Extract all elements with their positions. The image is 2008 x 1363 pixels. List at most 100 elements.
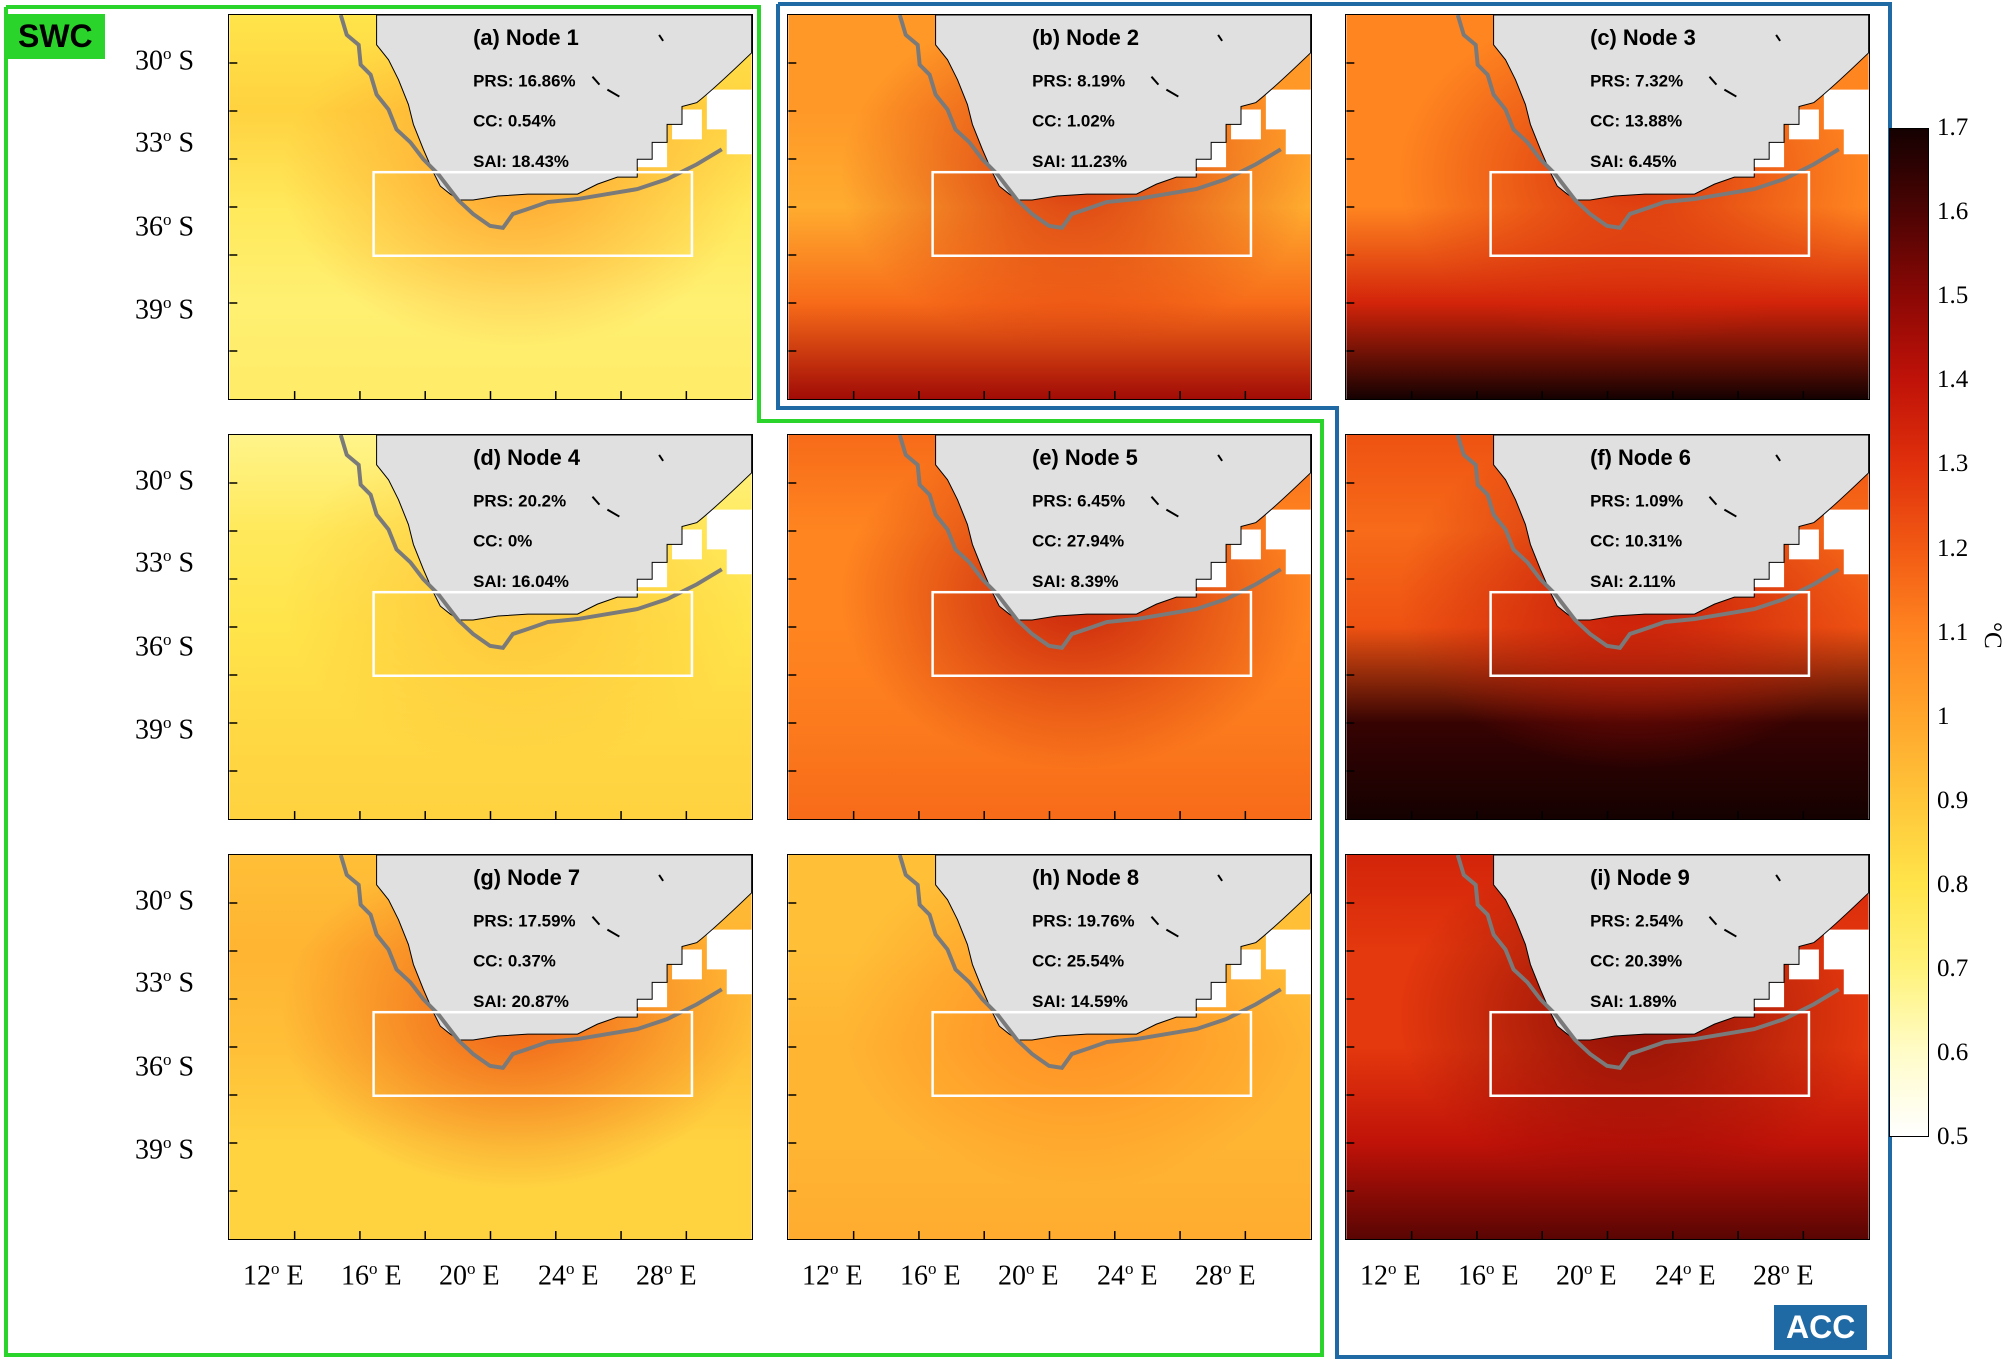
land-mass: [935, 855, 1311, 1041]
island-mark: [1708, 496, 1718, 506]
prs-value: PRS: 1.09%: [1590, 492, 1683, 511]
masked-grid-cell: [726, 544, 752, 575]
panel-title: (b) Node 2: [1032, 25, 1139, 50]
map-panel-g: (g) Node 7 PRS: 17.59% CC: 0.37% SAI: 20.87…: [228, 854, 753, 1240]
colorbar-tick-label: 0.5: [1937, 1123, 1969, 1151]
masked-grid-cell: [1823, 929, 1869, 970]
study-area-box: [931, 590, 1253, 677]
colorbar-tick-label: 0.9: [1937, 786, 1969, 814]
island-mark: [1165, 928, 1179, 938]
sai-value: SAI: 16.04%: [473, 572, 569, 591]
colorbar-tick-label: 1.7: [1937, 114, 1969, 141]
island-mark: [1775, 454, 1781, 462]
cc-value: CC: 0.54%: [473, 111, 556, 130]
map-panel-f: (f) Node 6 PRS: 1.09% CC: 10.31% SAI: 2.11%: [1345, 434, 1870, 820]
masked-grid-cell: [1823, 89, 1869, 130]
island-mark: [1723, 508, 1737, 518]
longitude-label: 24o E: [1655, 1259, 1716, 1292]
latitude-label: 36o S: [135, 1050, 195, 1083]
cc-value: CC: 25.54%: [1032, 951, 1124, 970]
island-mark: [1775, 874, 1781, 882]
shelf-edge-contour: [897, 855, 1282, 1071]
latitude-label: 33o S: [135, 126, 195, 159]
masked-grid-cell: [1843, 964, 1869, 995]
cc-value: CC: 0%: [473, 531, 532, 550]
island-mark: [658, 874, 664, 882]
land-mass: [935, 15, 1311, 201]
longitude-label: 16o E: [1458, 1259, 1519, 1292]
swc-label: SWC: [6, 14, 105, 59]
island-mark: [1775, 34, 1781, 42]
swc-outline: [4, 5, 1324, 1357]
map-panel-b: (b) Node 2 PRS: 8.19% CC: 1.02% SAI: 11.23%: [787, 14, 1312, 400]
land-mass: [376, 435, 752, 621]
longitude-label: 12o E: [802, 1259, 863, 1292]
study-area-box: [1489, 590, 1811, 677]
sai-value: SAI: 18.43%: [473, 152, 569, 171]
island-mark: [658, 454, 664, 462]
island-mark: [1217, 34, 1223, 42]
acc-outline: [776, 2, 1892, 1359]
island-mark: [1165, 508, 1179, 518]
map-panel-d: (d) Node 4 PRS: 20.2% CC: 0% SAI: 16.04%: [228, 434, 753, 820]
island-mark: [606, 928, 620, 938]
cc-value: CC: 27.94%: [1032, 531, 1124, 550]
island-mark: [1217, 874, 1223, 882]
masked-grid-cell: [1265, 509, 1311, 550]
longitude-label: 20o E: [439, 1259, 500, 1292]
shelf-edge-contour: [338, 15, 723, 231]
colorbar-tick-label: 1.6: [1937, 198, 1969, 226]
panel-title: (f) Node 6: [1590, 445, 1691, 470]
island-mark: [1723, 928, 1737, 938]
map-panel-i: (i) Node 9 PRS: 2.54% CC: 20.39% SAI: 1.89%: [1345, 854, 1870, 1240]
cc-value: CC: 1.02%: [1032, 111, 1115, 130]
colorbar-tick-label: 0.8: [1937, 870, 1969, 898]
masked-grid-cell: [1265, 929, 1311, 970]
study-area-box: [931, 1010, 1253, 1097]
latitude-label: 39o S: [135, 713, 195, 746]
longitude-label: 28o E: [636, 1259, 697, 1292]
island-mark: [606, 88, 620, 98]
sai-value: SAI: 8.39%: [1032, 572, 1118, 591]
masked-grid-cell: [1843, 544, 1869, 575]
masked-grid-cell: [726, 124, 752, 155]
land-mass: [1493, 435, 1869, 621]
panel-title: (g) Node 7: [473, 865, 580, 890]
land-mass: [1493, 855, 1869, 1041]
prs-value: PRS: 20.2%: [473, 492, 566, 511]
latitude-label: 30o S: [135, 44, 195, 77]
panel-title: (i) Node 9: [1590, 865, 1690, 890]
map-panel-c: (c) Node 3 PRS: 7.32% CC: 13.88% SAI: 6.45%: [1345, 14, 1870, 400]
longitude-label: 28o E: [1753, 1259, 1814, 1292]
latitude-label: 36o S: [135, 630, 195, 663]
shelf-edge-contour: [897, 435, 1282, 651]
sai-value: SAI: 20.87%: [473, 992, 569, 1011]
cc-value: CC: 20.39%: [1590, 951, 1682, 970]
sai-value: SAI: 2.11%: [1590, 572, 1676, 591]
latitude-label: 30o S: [135, 464, 195, 497]
longitude-label: 28o E: [1195, 1259, 1256, 1292]
island-mark: [1150, 76, 1160, 86]
land-mass: [376, 855, 752, 1041]
colorbar-tick-label: 0.6: [1937, 1039, 1969, 1067]
masked-grid-cell: [1285, 544, 1311, 575]
panel-title: (d) Node 4: [473, 445, 581, 470]
prs-value: PRS: 7.32%: [1590, 72, 1683, 91]
latitude-label: 33o S: [135, 966, 195, 999]
map-panel-a: (a) Node 1 PRS: 16.86% CC: 0.54% SAI: 18.43…: [228, 14, 753, 400]
panel-title: (c) Node 3: [1590, 25, 1696, 50]
masked-grid-cell: [1823, 509, 1869, 550]
acc-label: ACC: [1774, 1305, 1868, 1350]
masked-grid-cell: [706, 89, 752, 130]
panel-title: (a) Node 1: [473, 25, 579, 50]
shelf-edge-contour: [1455, 15, 1840, 231]
panel-title: (h) Node 8: [1032, 865, 1139, 890]
colorbar-tick-label: 1.5: [1937, 282, 1969, 310]
island-mark: [1150, 496, 1160, 506]
masked-grid-cell: [1285, 964, 1311, 995]
longitude-label: 12o E: [243, 1259, 304, 1292]
colorbar-unit: °C: [1979, 622, 2006, 649]
longitude-label: 20o E: [998, 1259, 1059, 1292]
